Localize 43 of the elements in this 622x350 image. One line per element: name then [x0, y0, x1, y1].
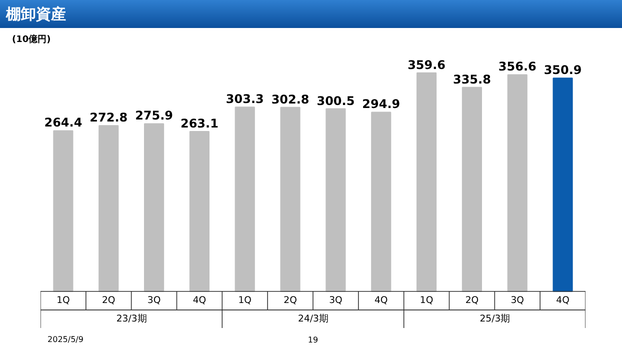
bar	[462, 86, 482, 292]
x-tick-label: 2Q	[102, 295, 116, 306]
data-label: 272.8	[90, 110, 128, 125]
bar	[53, 130, 74, 292]
text: 2025/5/9	[48, 335, 84, 344]
bar	[326, 108, 346, 292]
data-label: 294.9	[362, 97, 400, 112]
text: 23/3期	[116, 314, 146, 325]
data-label: 302.8	[271, 92, 310, 106]
x-tick-label: 2Q	[284, 295, 297, 306]
x-tick-label: 4Q	[374, 295, 388, 306]
bar	[552, 78, 573, 292]
data-label: 350.9	[544, 63, 582, 78]
bar	[371, 112, 392, 292]
data-label: 359.6	[408, 58, 446, 72]
x-tick-label: 4Q	[192, 295, 206, 306]
bar	[280, 106, 300, 292]
data-label: 303.3	[226, 92, 264, 106]
data-label: 356.6	[498, 60, 536, 74]
x-tick-label: 3Q	[329, 295, 342, 306]
text: 19	[308, 336, 318, 344]
text: 24/3期	[298, 314, 328, 325]
data-label: 263.1	[180, 116, 218, 131]
data-label: 264.4	[44, 116, 82, 130]
data-label: 335.8	[452, 72, 491, 86]
x-tick-label: 4Q	[556, 295, 570, 306]
bar	[144, 123, 164, 292]
bar	[234, 106, 255, 292]
x-tick-label: 1Q	[238, 295, 252, 306]
chart-title: 棚卸資産	[6, 4, 66, 25]
data-label: 300.5	[316, 94, 355, 108]
x-tick-label: 3Q	[147, 295, 161, 306]
bar	[98, 125, 119, 292]
x-tick-label: 1Q	[420, 295, 434, 306]
text: 25/3期	[480, 314, 510, 325]
data-label: 275.9	[135, 108, 174, 123]
bar	[189, 131, 210, 292]
x-tick-label: 3Q	[510, 295, 524, 306]
x-tick-label: 2Q	[465, 295, 479, 306]
x-tick-label: 1Q	[56, 295, 70, 306]
bar	[507, 74, 528, 292]
y-axis-title: (10億円)	[12, 34, 51, 47]
bar	[416, 72, 437, 292]
